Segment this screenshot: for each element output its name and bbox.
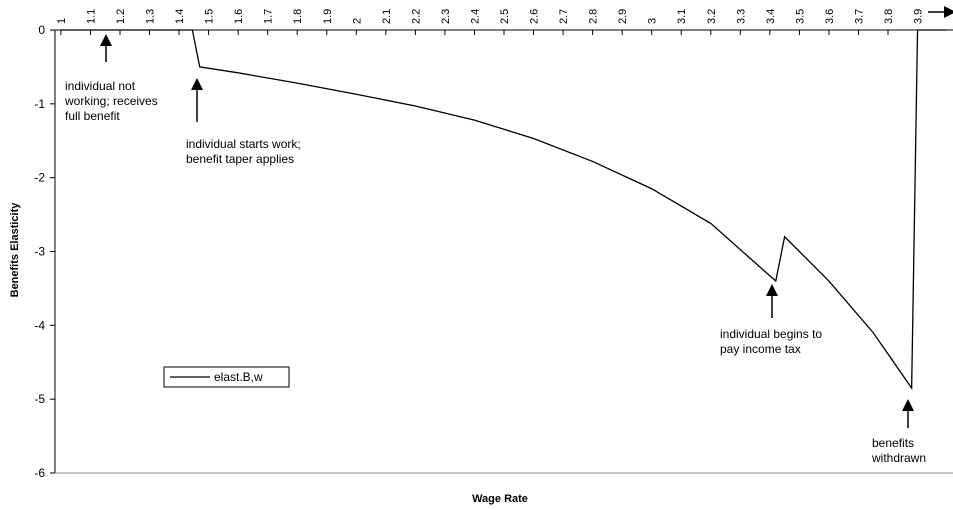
x-tick-label: 1.7 bbox=[263, 9, 275, 24]
x-tick-label: 1.8 bbox=[292, 9, 304, 24]
y-axis-label: Benefits Elasticity bbox=[9, 202, 21, 298]
x-tick-label: 3.8 bbox=[883, 9, 895, 24]
x-tick-label: 1.6 bbox=[233, 9, 245, 24]
y-tick-label: -4 bbox=[34, 318, 45, 332]
annotation-text: benefits bbox=[872, 436, 914, 450]
x-tick-label: 3.7 bbox=[853, 9, 865, 24]
annotation-text: individual not bbox=[65, 79, 136, 93]
x-tick-label: 2.4 bbox=[469, 9, 481, 24]
x-tick-label: 2.7 bbox=[558, 9, 570, 24]
y-tick-label: -3 bbox=[34, 245, 45, 259]
x-tick-label: 3.9 bbox=[913, 9, 925, 24]
legend bbox=[163, 366, 290, 388]
data-line bbox=[60, 29, 948, 391]
x-tick-label: 3.4 bbox=[765, 9, 777, 24]
x-axis-label: Wage Rate bbox=[472, 493, 528, 505]
annotation-text: withdrawn bbox=[871, 451, 926, 465]
x-tick-label: 3.5 bbox=[794, 9, 806, 24]
annotation-text: individual starts work; bbox=[186, 137, 301, 151]
x-tick-label: 1.9 bbox=[322, 9, 334, 24]
x-tick-label: 1.4 bbox=[174, 9, 186, 24]
x-tick-label: 2.1 bbox=[381, 9, 393, 24]
y-tick-label: 0 bbox=[38, 23, 45, 37]
x-tick-label: 3.1 bbox=[676, 9, 688, 24]
y-tick-label: -1 bbox=[34, 97, 45, 111]
x-tick-label: 2.6 bbox=[529, 9, 541, 24]
x-tick-label: 3.2 bbox=[706, 9, 718, 24]
x-tick-label: 1.2 bbox=[115, 9, 127, 24]
x-tick-label: 2 bbox=[351, 18, 363, 24]
x-tick-label: 2.5 bbox=[499, 9, 511, 24]
annotation-text: pay income tax bbox=[720, 342, 801, 356]
y-tick-label: -5 bbox=[34, 392, 45, 406]
y-tick-label: -2 bbox=[34, 171, 45, 185]
annotation-text: benefit taper applies bbox=[186, 152, 294, 166]
annotation-text: individual begins to bbox=[720, 327, 822, 341]
x-tick-label: 1.5 bbox=[204, 9, 216, 24]
x-tick-label: 2.9 bbox=[617, 9, 629, 24]
x-tick-label: 2.8 bbox=[588, 9, 600, 24]
x-tick-label: 3.6 bbox=[824, 9, 836, 24]
x-tick-label: 2.2 bbox=[410, 9, 422, 24]
legend-items: elast.B,w bbox=[170, 370, 263, 384]
x-tick-label: 1.1 bbox=[85, 9, 97, 24]
x-tick-label: 1.3 bbox=[145, 9, 157, 24]
x-tick-label: 2.3 bbox=[440, 9, 452, 24]
x-tick-label: 3.3 bbox=[735, 9, 747, 24]
annotation-text: working; receives bbox=[64, 94, 158, 108]
y-tick-label: -6 bbox=[34, 466, 45, 480]
annotation-text: full benefit bbox=[65, 109, 120, 123]
x-tick-label: 3 bbox=[647, 18, 659, 24]
legend-label: elast.B,w bbox=[214, 370, 263, 384]
x-tick-label: 1 bbox=[56, 18, 68, 24]
